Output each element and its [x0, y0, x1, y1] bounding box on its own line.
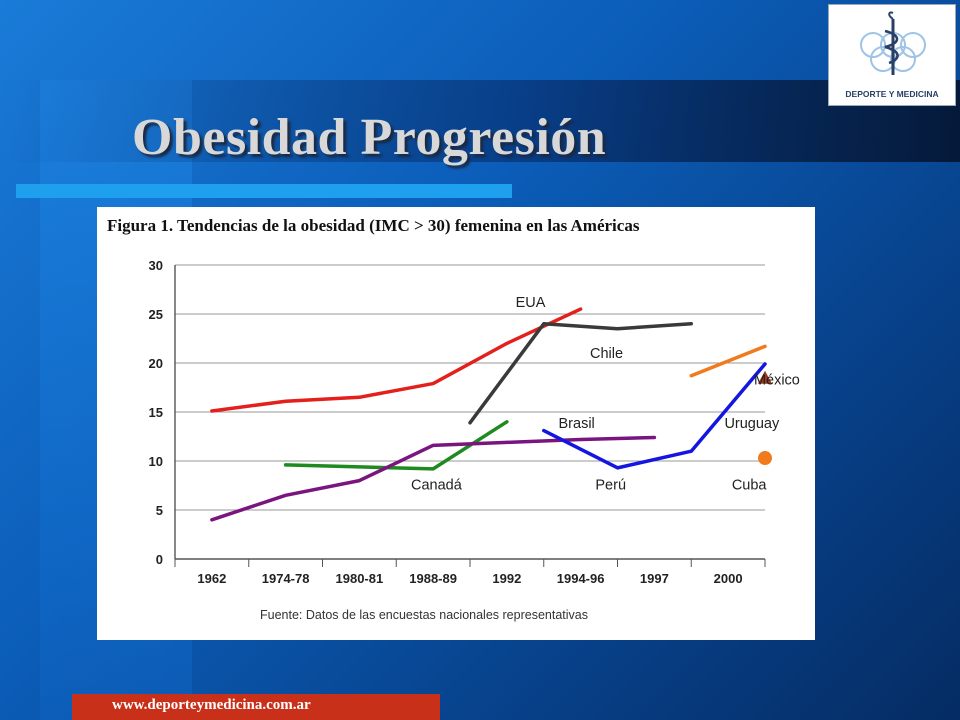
series-uruguay-label: Uruguay: [724, 416, 780, 432]
caduceus-rings-icon: [860, 11, 926, 75]
slide-title: Obesidad Progresión: [132, 108, 606, 167]
series-cuba-marker: [758, 451, 772, 466]
y-tick-label: 30: [149, 258, 163, 273]
slide-title-part2: Progresión: [360, 109, 607, 166]
obesity-trend-chart: Figura 1. Tendencias de la obesidad (IMC…: [107, 216, 800, 622]
chart-panel: Figura 1. Tendencias de la obesidad (IMC…: [97, 207, 815, 640]
series-labels: EUA Chile Canadá Brasil Perú Uruguay México Cub…: [411, 295, 800, 493]
title-band: [0, 80, 960, 162]
slide-title-part1: Obesidad: [132, 109, 347, 166]
x-tick-label: 1974-78: [262, 571, 310, 586]
logo-text: DEPORTE Y MEDICINA: [845, 89, 939, 99]
y-axis-ticks: 0 5 10 15 20 25 30: [149, 258, 163, 567]
series-peru-line: [542, 362, 767, 470]
series-eua-line: [210, 307, 583, 413]
series-brasil-line: [210, 435, 657, 522]
y-tick-label: 5: [156, 503, 163, 518]
series-mexico-label: México: [754, 373, 800, 389]
y-tick-label: 15: [149, 405, 163, 420]
x-tick-label: 1997: [640, 571, 669, 586]
title-underline-bar: [16, 184, 512, 198]
y-tick-label: 10: [149, 454, 163, 469]
chart-grid: [174, 264, 766, 567]
series-brasil-label: Brasil: [559, 416, 595, 432]
series-eua-label: EUA: [516, 295, 546, 311]
x-tick-label: 1962: [197, 571, 226, 586]
chart-title: Figura 1. Tendencias de la obesidad (IMC…: [107, 216, 640, 235]
series-mexico-marker: [758, 370, 772, 384]
series-canada-label: Canadá: [411, 478, 463, 494]
y-tick-label: 0: [156, 552, 163, 567]
footer-url: www.deporteymedicina.com.ar: [112, 697, 311, 713]
deporte-medicina-logo: DEPORTE Y MEDICINA: [828, 4, 956, 106]
series-peru-label: Perú: [595, 478, 626, 494]
x-tick-label: 1980-81: [336, 571, 384, 586]
series-uruguay-line: [689, 344, 767, 378]
footer-bar: www.deporteymedicina.com.ar: [72, 694, 440, 720]
chart-series: [210, 307, 772, 522]
series-chile-label: Chile: [590, 346, 623, 362]
x-tick-label: 1992: [492, 571, 521, 586]
y-tick-label: 25: [149, 307, 163, 322]
x-tick-label: 1994-96: [557, 571, 605, 586]
chart-source-note: Fuente: Datos de las encuestas nacionale…: [260, 608, 588, 622]
y-tick-label: 20: [149, 356, 163, 371]
x-tick-label: 1988-89: [409, 571, 457, 586]
series-cuba-label: Cuba: [732, 478, 768, 494]
x-tick-label: 2000: [714, 571, 743, 586]
x-axis-ticks: 1962 1974-78 1980-81 1988-89 1992 1994-96 1997…: [197, 571, 742, 586]
series-chile-line: [468, 322, 693, 425]
